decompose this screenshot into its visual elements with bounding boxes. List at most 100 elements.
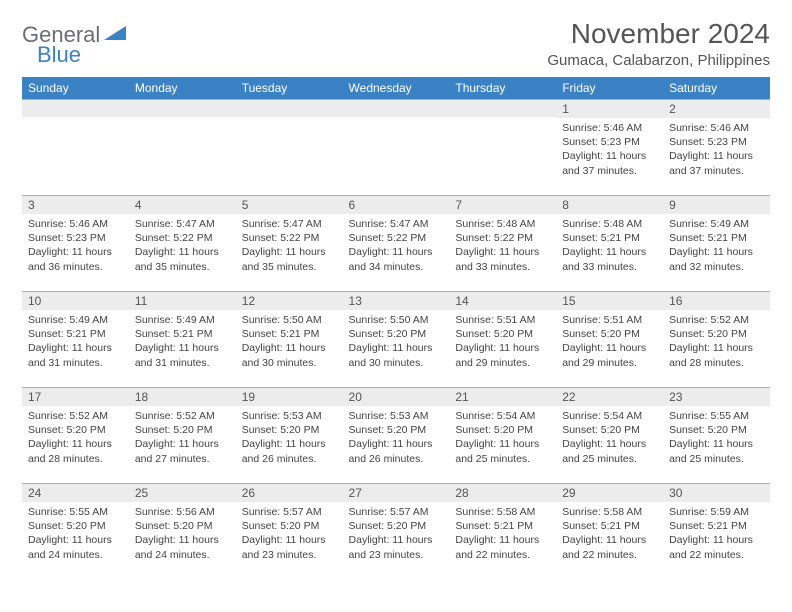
location: Gumaca, Calabarzon, Philippines — [547, 52, 770, 69]
daylight-text: Daylight: 11 hours and 36 minutes. — [28, 245, 123, 273]
day-number: 29 — [556, 483, 663, 502]
day-number: 25 — [129, 483, 236, 502]
day-number: 22 — [556, 387, 663, 406]
sunrise-text: Sunrise: 5:58 AM — [562, 505, 657, 519]
day-number: 26 — [236, 483, 343, 502]
day-content: Sunrise: 5:53 AMSunset: 5:20 PMDaylight:… — [343, 406, 450, 472]
day-content: Sunrise: 5:52 AMSunset: 5:20 PMDaylight:… — [129, 406, 236, 472]
sunset-text: Sunset: 5:22 PM — [349, 231, 444, 245]
calendar-cell — [129, 99, 236, 195]
day-content: Sunrise: 5:47 AMSunset: 5:22 PMDaylight:… — [129, 214, 236, 280]
daylight-text: Daylight: 11 hours and 25 minutes. — [455, 437, 550, 465]
day-number: 18 — [129, 387, 236, 406]
calendar-head: SundayMondayTuesdayWednesdayThursdayFrid… — [22, 77, 770, 99]
day-number: 13 — [343, 291, 450, 310]
day-number: 15 — [556, 291, 663, 310]
calendar-cell: 28Sunrise: 5:58 AMSunset: 5:21 PMDayligh… — [449, 483, 556, 579]
sunrise-text: Sunrise: 5:54 AM — [562, 409, 657, 423]
daylight-text: Daylight: 11 hours and 26 minutes. — [242, 437, 337, 465]
calendar-cell: 24Sunrise: 5:55 AMSunset: 5:20 PMDayligh… — [22, 483, 129, 579]
day-number: 12 — [236, 291, 343, 310]
daylight-text: Daylight: 11 hours and 28 minutes. — [28, 437, 123, 465]
daylight-text: Daylight: 11 hours and 25 minutes. — [562, 437, 657, 465]
sunrise-text: Sunrise: 5:46 AM — [562, 121, 657, 135]
sunrise-text: Sunrise: 5:58 AM — [455, 505, 550, 519]
calendar-cell: 30Sunrise: 5:59 AMSunset: 5:21 PMDayligh… — [663, 483, 770, 579]
sunset-text: Sunset: 5:20 PM — [669, 327, 764, 341]
sunrise-text: Sunrise: 5:56 AM — [135, 505, 230, 519]
daylight-text: Daylight: 11 hours and 29 minutes. — [562, 341, 657, 369]
calendar-cell: 23Sunrise: 5:55 AMSunset: 5:20 PMDayligh… — [663, 387, 770, 483]
daylight-text: Daylight: 11 hours and 23 minutes. — [349, 533, 444, 561]
weekday-header: Saturday — [663, 77, 770, 99]
calendar-cell: 26Sunrise: 5:57 AMSunset: 5:20 PMDayligh… — [236, 483, 343, 579]
sunset-text: Sunset: 5:21 PM — [455, 519, 550, 533]
day-content: Sunrise: 5:58 AMSunset: 5:21 PMDaylight:… — [556, 502, 663, 568]
sunset-text: Sunset: 5:21 PM — [135, 327, 230, 341]
day-content: Sunrise: 5:54 AMSunset: 5:20 PMDaylight:… — [556, 406, 663, 472]
sunrise-text: Sunrise: 5:50 AM — [349, 313, 444, 327]
sunrise-text: Sunrise: 5:53 AM — [242, 409, 337, 423]
day-content: Sunrise: 5:59 AMSunset: 5:21 PMDaylight:… — [663, 502, 770, 568]
sunset-text: Sunset: 5:21 PM — [28, 327, 123, 341]
day-content: Sunrise: 5:55 AMSunset: 5:20 PMDaylight:… — [663, 406, 770, 472]
sunrise-text: Sunrise: 5:57 AM — [242, 505, 337, 519]
day-content: Sunrise: 5:50 AMSunset: 5:20 PMDaylight:… — [343, 310, 450, 376]
calendar-row: 24Sunrise: 5:55 AMSunset: 5:20 PMDayligh… — [22, 483, 770, 579]
calendar-cell: 4Sunrise: 5:47 AMSunset: 5:22 PMDaylight… — [129, 195, 236, 291]
weekday-header: Friday — [556, 77, 663, 99]
day-content: Sunrise: 5:54 AMSunset: 5:20 PMDaylight:… — [449, 406, 556, 472]
day-number: 21 — [449, 387, 556, 406]
sunset-text: Sunset: 5:22 PM — [242, 231, 337, 245]
calendar-cell: 10Sunrise: 5:49 AMSunset: 5:21 PMDayligh… — [22, 291, 129, 387]
month-title: November 2024 — [547, 18, 770, 50]
sunrise-text: Sunrise: 5:52 AM — [28, 409, 123, 423]
daylight-text: Daylight: 11 hours and 25 minutes. — [669, 437, 764, 465]
day-number: 23 — [663, 387, 770, 406]
sunrise-text: Sunrise: 5:51 AM — [562, 313, 657, 327]
daylight-text: Daylight: 11 hours and 35 minutes. — [135, 245, 230, 273]
daylight-text: Daylight: 11 hours and 37 minutes. — [669, 149, 764, 177]
sunrise-text: Sunrise: 5:47 AM — [135, 217, 230, 231]
daylight-text: Daylight: 11 hours and 26 minutes. — [349, 437, 444, 465]
sunset-text: Sunset: 5:20 PM — [349, 327, 444, 341]
sunrise-text: Sunrise: 5:55 AM — [669, 409, 764, 423]
sunrise-text: Sunrise: 5:48 AM — [455, 217, 550, 231]
calendar-cell: 8Sunrise: 5:48 AMSunset: 5:21 PMDaylight… — [556, 195, 663, 291]
day-content: Sunrise: 5:48 AMSunset: 5:22 PMDaylight:… — [449, 214, 556, 280]
sunset-text: Sunset: 5:23 PM — [562, 135, 657, 149]
day-number-empty — [449, 99, 556, 117]
sunset-text: Sunset: 5:21 PM — [669, 231, 764, 245]
sunrise-text: Sunrise: 5:53 AM — [349, 409, 444, 423]
calendar-cell: 14Sunrise: 5:51 AMSunset: 5:20 PMDayligh… — [449, 291, 556, 387]
sunset-text: Sunset: 5:20 PM — [349, 519, 444, 533]
day-content: Sunrise: 5:47 AMSunset: 5:22 PMDaylight:… — [343, 214, 450, 280]
day-content: Sunrise: 5:55 AMSunset: 5:20 PMDaylight:… — [22, 502, 129, 568]
sunrise-text: Sunrise: 5:48 AM — [562, 217, 657, 231]
day-content: Sunrise: 5:53 AMSunset: 5:20 PMDaylight:… — [236, 406, 343, 472]
calendar-cell — [22, 99, 129, 195]
day-number-empty — [236, 99, 343, 117]
weekday-header: Thursday — [449, 77, 556, 99]
day-number: 2 — [663, 99, 770, 118]
sunrise-text: Sunrise: 5:47 AM — [242, 217, 337, 231]
sunset-text: Sunset: 5:21 PM — [562, 519, 657, 533]
calendar-cell: 6Sunrise: 5:47 AMSunset: 5:22 PMDaylight… — [343, 195, 450, 291]
day-content: Sunrise: 5:46 AMSunset: 5:23 PMDaylight:… — [663, 118, 770, 184]
calendar-row: 3Sunrise: 5:46 AMSunset: 5:23 PMDaylight… — [22, 195, 770, 291]
day-content: Sunrise: 5:57 AMSunset: 5:20 PMDaylight:… — [343, 502, 450, 568]
day-content: Sunrise: 5:49 AMSunset: 5:21 PMDaylight:… — [663, 214, 770, 280]
calendar-cell: 21Sunrise: 5:54 AMSunset: 5:20 PMDayligh… — [449, 387, 556, 483]
sunrise-text: Sunrise: 5:51 AM — [455, 313, 550, 327]
daylight-text: Daylight: 11 hours and 23 minutes. — [242, 533, 337, 561]
logo-text-blue-wrap: Blue — [37, 42, 81, 68]
sunset-text: Sunset: 5:21 PM — [669, 519, 764, 533]
calendar-row: 1Sunrise: 5:46 AMSunset: 5:23 PMDaylight… — [22, 99, 770, 195]
day-content: Sunrise: 5:49 AMSunset: 5:21 PMDaylight:… — [129, 310, 236, 376]
calendar-cell: 16Sunrise: 5:52 AMSunset: 5:20 PMDayligh… — [663, 291, 770, 387]
daylight-text: Daylight: 11 hours and 37 minutes. — [562, 149, 657, 177]
sunrise-text: Sunrise: 5:59 AM — [669, 505, 764, 519]
day-content: Sunrise: 5:48 AMSunset: 5:21 PMDaylight:… — [556, 214, 663, 280]
day-number-empty — [129, 99, 236, 117]
day-number: 1 — [556, 99, 663, 118]
